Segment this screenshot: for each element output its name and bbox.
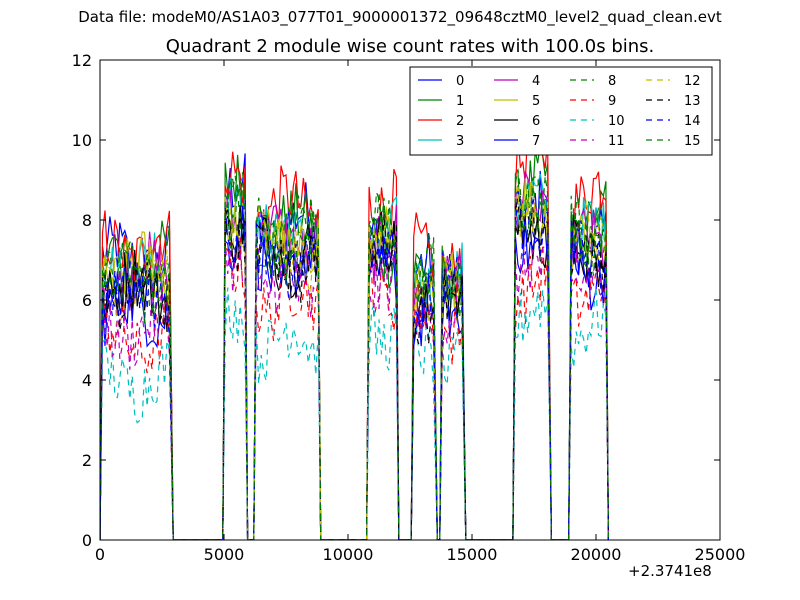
x-tick-label: 10000 xyxy=(323,545,374,564)
y-tick-label: 12 xyxy=(72,51,92,70)
legend-label-3: 3 xyxy=(456,134,464,149)
legend-label-13: 13 xyxy=(684,94,701,109)
x-tick-label: 5000 xyxy=(204,545,245,564)
y-tick-label: 0 xyxy=(82,531,92,550)
chart-title: Quadrant 2 module wise count rates with … xyxy=(165,36,655,57)
y-tick-label: 10 xyxy=(72,131,92,150)
series-line-14 xyxy=(100,190,609,540)
legend-label-11: 11 xyxy=(608,134,625,149)
series-line-12 xyxy=(100,184,609,540)
legend-label-14: 14 xyxy=(684,114,701,129)
y-tick-label: 8 xyxy=(82,211,92,230)
x-tick-label: 0 xyxy=(95,545,105,564)
series-line-6 xyxy=(100,205,609,540)
series-line-5 xyxy=(100,178,609,540)
legend-label-15: 15 xyxy=(684,134,701,149)
series-line-13 xyxy=(100,194,609,540)
plot-area xyxy=(100,115,609,540)
legend-label-8: 8 xyxy=(608,74,616,89)
series-line-11 xyxy=(100,236,609,540)
figure-suptitle: Data file: modeM0/AS1A03_077T01_90000013… xyxy=(78,8,722,26)
legend-label-0: 0 xyxy=(456,74,464,89)
x-tick-label: 25000 xyxy=(695,545,746,564)
x-axis-offset-label: +2.3741e8 xyxy=(628,562,712,580)
legend-label-1: 1 xyxy=(456,94,464,109)
legend-label-5: 5 xyxy=(532,94,540,109)
legend-label-6: 6 xyxy=(532,114,540,129)
legend-label-12: 12 xyxy=(684,74,701,89)
series-line-15 xyxy=(100,169,609,540)
series-line-9 xyxy=(100,237,609,540)
y-tick-label: 4 xyxy=(82,371,92,390)
series-line-10 xyxy=(100,287,609,540)
x-tick-label: 15000 xyxy=(447,545,498,564)
series-line-7 xyxy=(100,205,609,540)
legend-label-10: 10 xyxy=(608,114,625,129)
y-tick-label: 6 xyxy=(82,291,92,310)
x-tick-label: 20000 xyxy=(571,545,622,564)
series-line-8 xyxy=(100,172,609,540)
legend-label-4: 4 xyxy=(532,74,540,89)
legend-label-9: 9 xyxy=(608,94,616,109)
y-tick-label: 2 xyxy=(82,451,92,470)
legend-label-7: 7 xyxy=(532,134,540,149)
series-line-0 xyxy=(100,153,609,540)
legend-label-2: 2 xyxy=(456,114,464,129)
